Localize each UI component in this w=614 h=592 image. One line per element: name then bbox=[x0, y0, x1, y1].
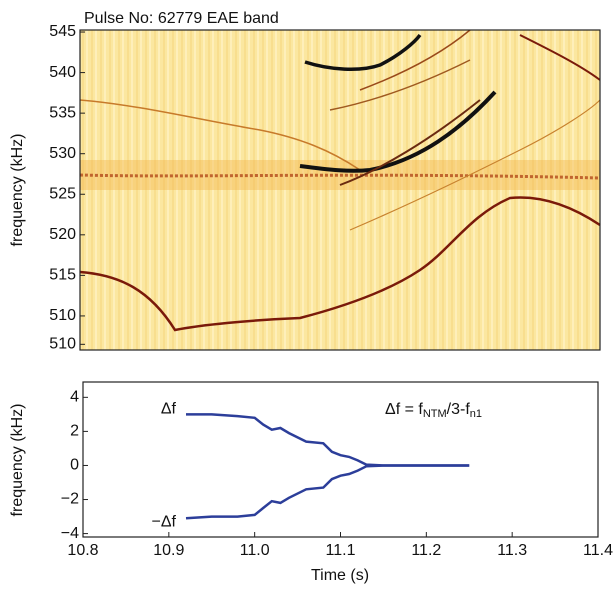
y-tick-label: 540 bbox=[49, 64, 76, 81]
y-axis-label: frequency (kHz) bbox=[9, 134, 26, 247]
y-tick-label: 515 bbox=[49, 267, 76, 284]
x-tick-label: 11.2 bbox=[411, 542, 441, 559]
y-tick-label: −2 bbox=[61, 491, 79, 508]
y-tick-label: 530 bbox=[49, 145, 76, 162]
spectrogram-image bbox=[79, 29, 601, 350]
x-tick-label: 10.8 bbox=[67, 542, 98, 559]
x-tick-label: 11.0 bbox=[240, 542, 270, 559]
y-tick-label: 510 bbox=[49, 307, 76, 324]
y-tick-label: 510 bbox=[49, 336, 76, 353]
series-label: −Δf bbox=[152, 513, 177, 530]
y-axis-label: frequency (kHz) bbox=[9, 404, 26, 517]
x-tick-label: 11.1 bbox=[326, 542, 356, 559]
y-tick-label: 4 bbox=[70, 389, 79, 406]
y-tick-label: 2 bbox=[70, 423, 79, 440]
annotation: Δf = fNTM/3-fn1 bbox=[385, 401, 482, 420]
y-tick-label: −4 bbox=[61, 525, 79, 542]
y-tick-label: 525 bbox=[49, 185, 76, 202]
x-axis-label: Time (s) bbox=[311, 567, 369, 584]
x-tick-label: 11.4 bbox=[583, 542, 613, 559]
x-tick-label: 11.3 bbox=[497, 542, 527, 559]
series-label: Δf bbox=[161, 401, 177, 418]
y-tick-label: 545 bbox=[49, 23, 76, 40]
y-tick-label: 0 bbox=[70, 457, 79, 474]
series-line bbox=[186, 413, 470, 467]
series-line bbox=[185, 464, 470, 520]
plot-frame bbox=[79, 29, 601, 351]
y-tick-label: 535 bbox=[49, 104, 76, 121]
y-tick-label: 520 bbox=[49, 226, 76, 243]
x-tick-label: 10.9 bbox=[153, 542, 184, 559]
chart-title: Pulse No: 62779 EAE band bbox=[84, 10, 279, 27]
